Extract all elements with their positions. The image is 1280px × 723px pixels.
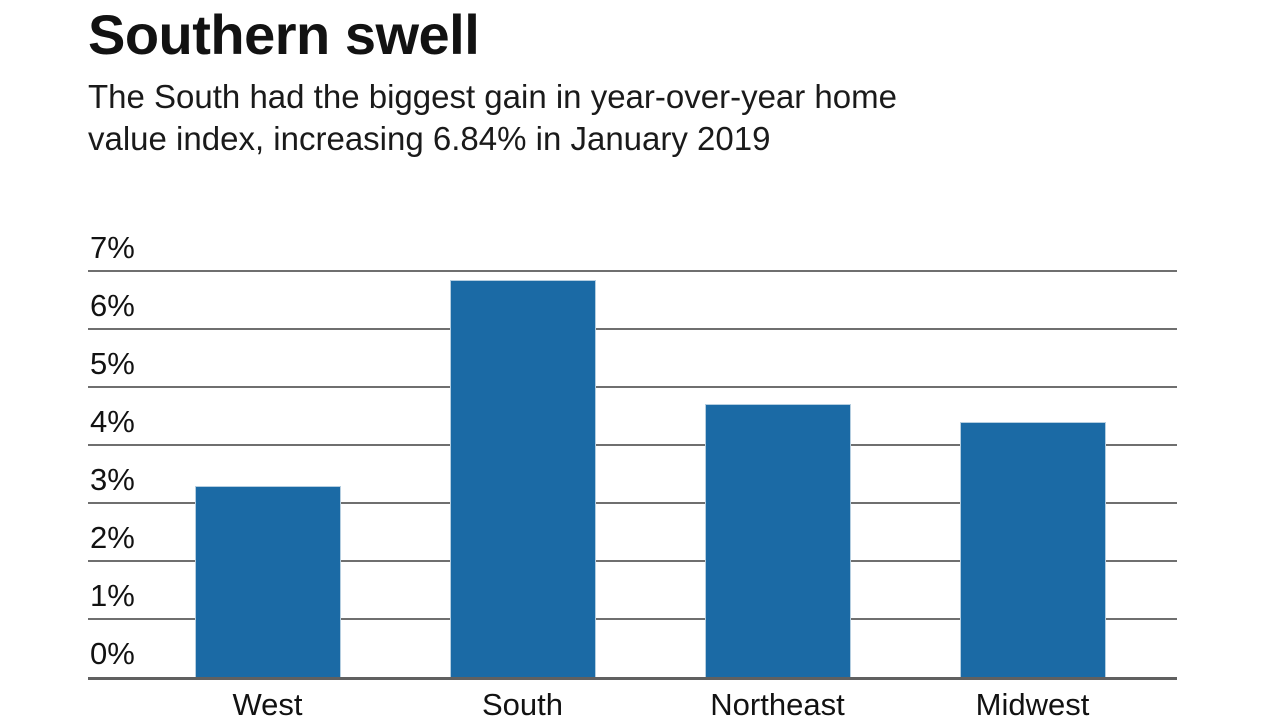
y-tick-label-2pct: 2% — [90, 520, 135, 555]
bar-midwest — [959, 421, 1106, 677]
bar-south — [449, 280, 596, 677]
y-tick-label-4pct: 4% — [90, 404, 135, 439]
x-tick-label-midwest: Midwest — [975, 687, 1090, 722]
y-tick-label-7pct: 7% — [90, 230, 135, 265]
chart-title: Southern swell — [88, 3, 480, 66]
x-tick-label-northeast: Northeast — [710, 687, 845, 722]
x-tick-label-west: West — [232, 687, 303, 722]
chart-subtitle-line-1: The South had the biggest gain in year-o… — [88, 78, 897, 115]
gridline-4pct — [88, 444, 1177, 446]
y-tick-label-6pct: 6% — [90, 288, 135, 323]
gridline-1pct — [88, 618, 1177, 620]
gridline-5pct — [88, 386, 1177, 388]
y-tick-label-5pct: 5% — [90, 346, 135, 381]
chart-subtitle-line-2: value index, increasing 6.84% in January… — [88, 120, 771, 157]
gridline-6pct — [88, 328, 1177, 330]
x-axis-baseline — [88, 677, 1177, 680]
chart-subtitle: The South had the biggest gain in year-o… — [88, 76, 897, 160]
gridline-7pct — [88, 270, 1177, 272]
y-tick-label-3pct: 3% — [90, 462, 135, 497]
gridline-2pct — [88, 560, 1177, 562]
bar-northeast — [704, 404, 851, 677]
gridline-3pct — [88, 502, 1177, 504]
y-tick-label-0pct: 0% — [90, 636, 135, 671]
bar-west — [194, 485, 341, 677]
x-tick-label-south: South — [481, 687, 563, 722]
y-tick-label-1pct: 1% — [90, 578, 135, 613]
plot-area: 7% 6% 5% 4% 3% 2% 1% 0% West South Northeast Midwes… — [88, 230, 1177, 722]
